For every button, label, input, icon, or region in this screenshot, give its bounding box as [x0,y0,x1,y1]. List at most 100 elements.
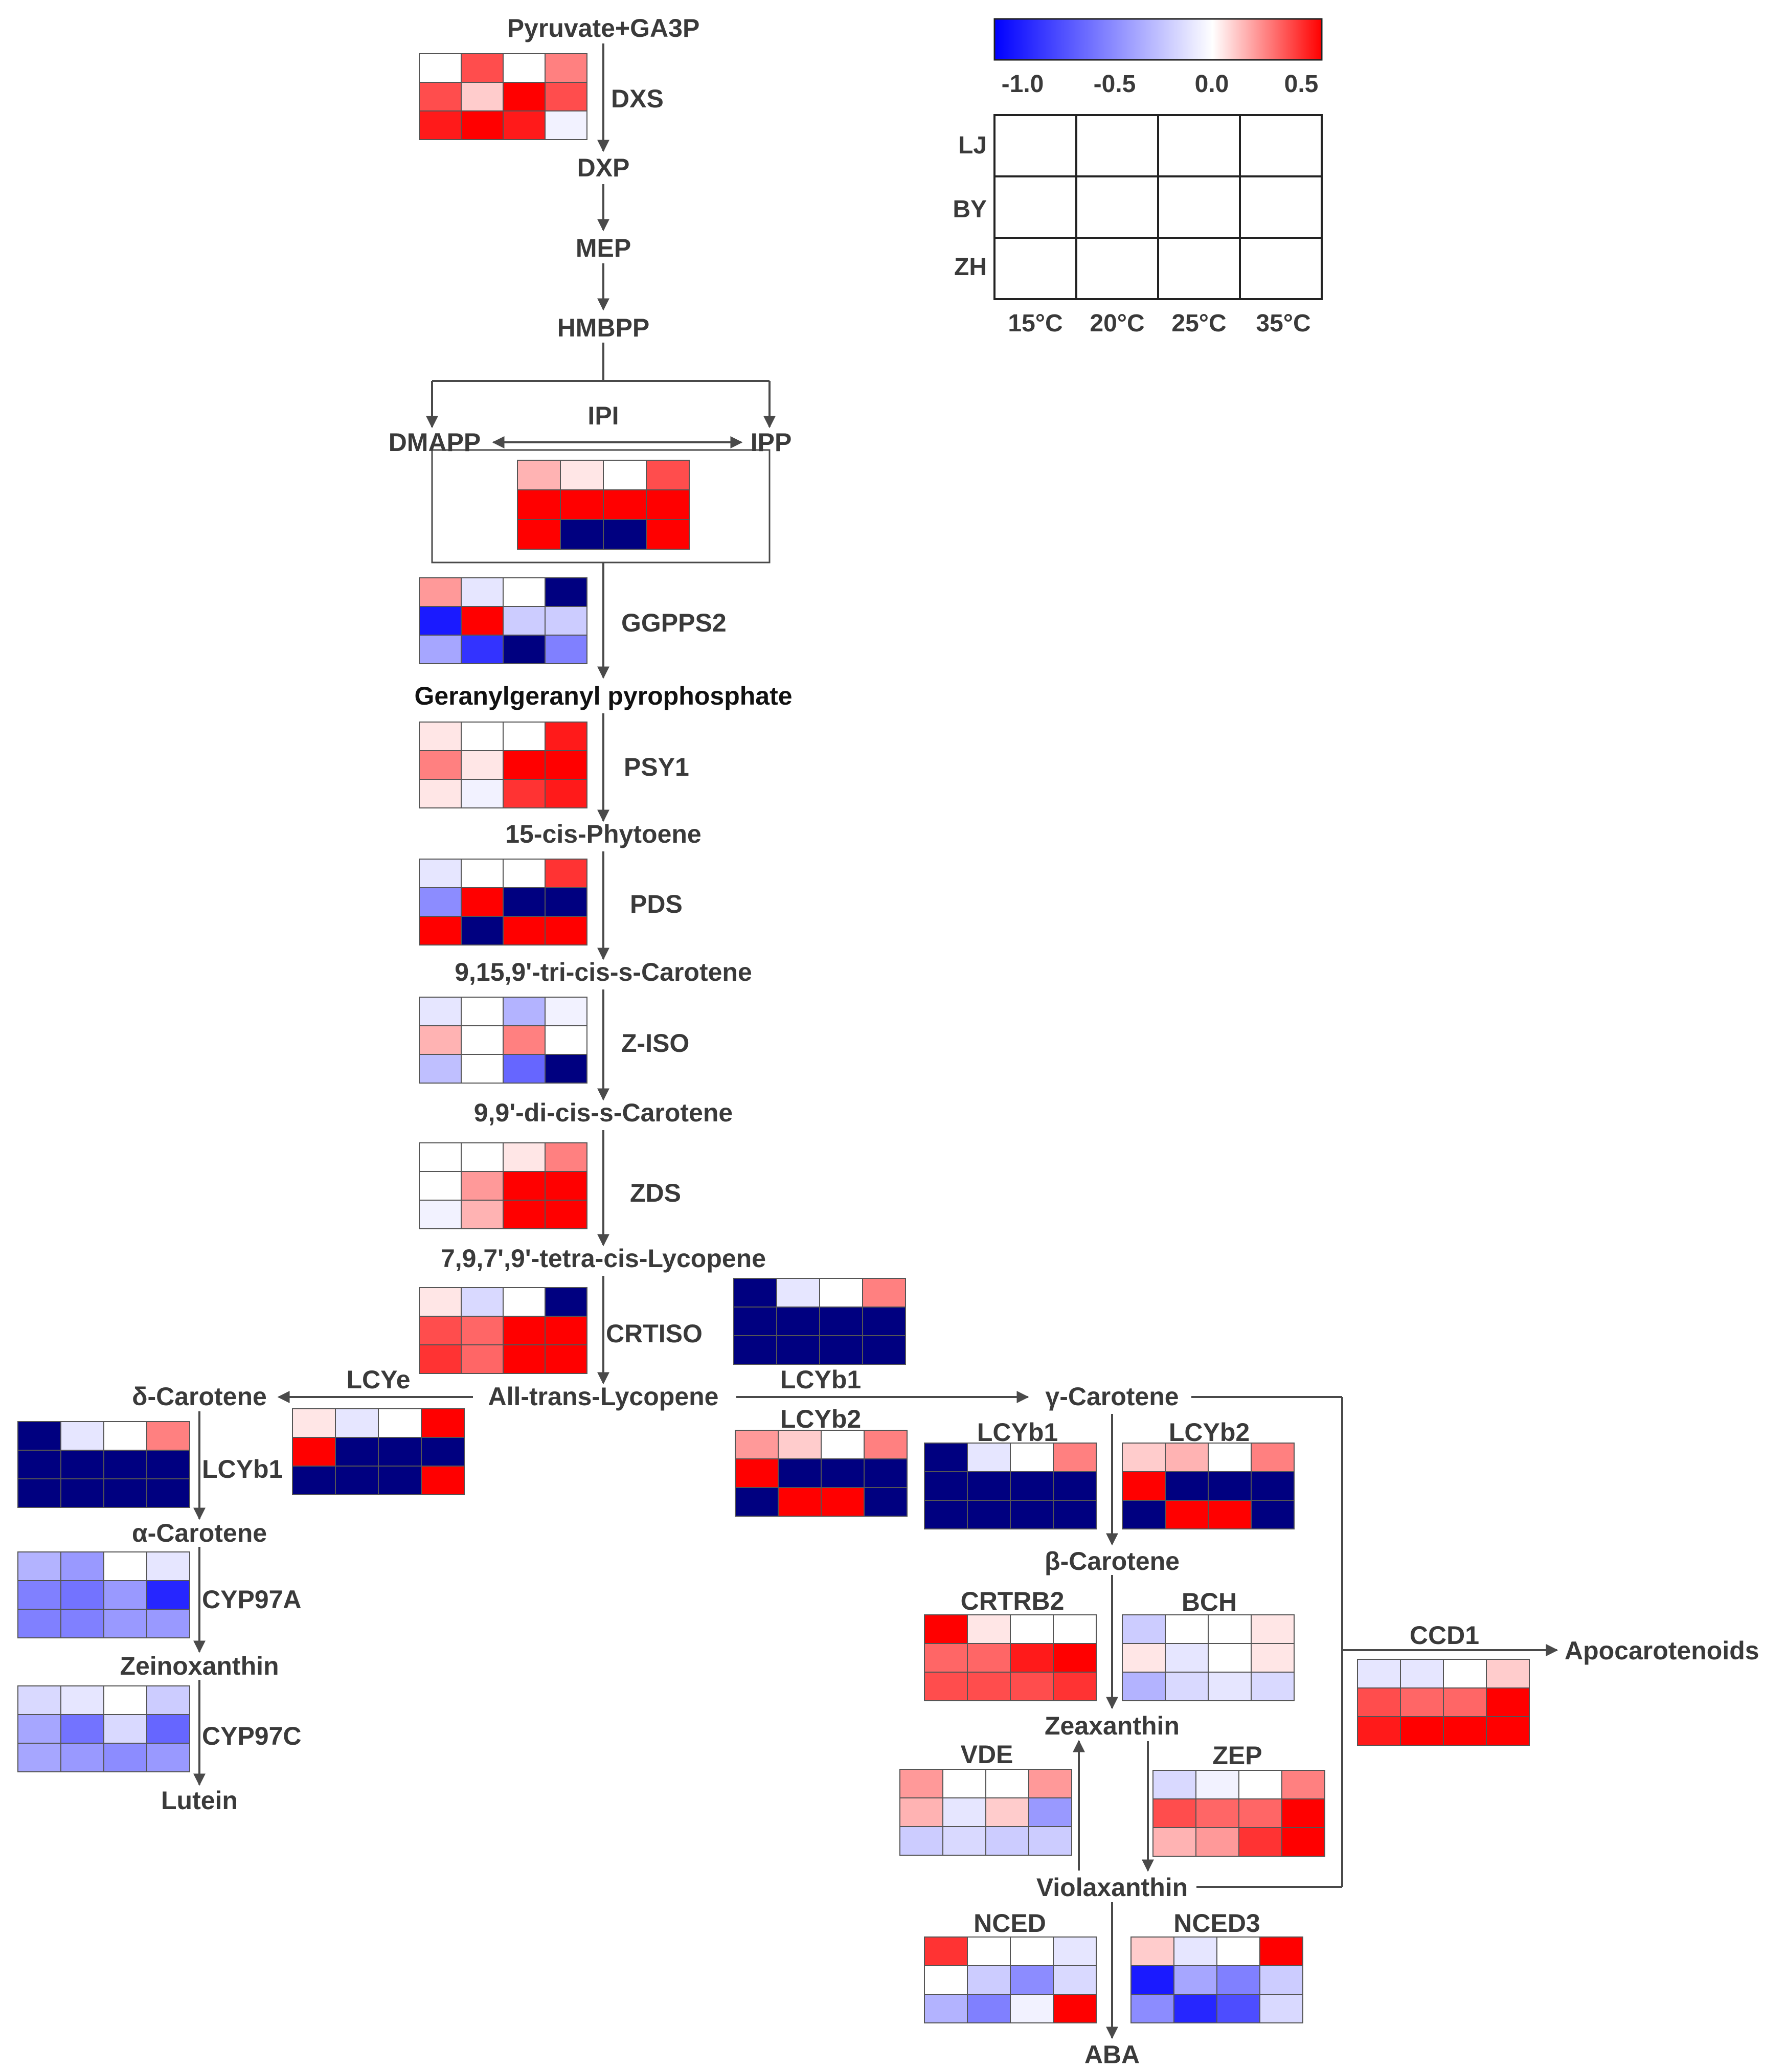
heatmap-cell [503,1142,546,1172]
heatmap-cell [1281,1770,1325,1799]
heatmap-cell [1122,1614,1166,1644]
heatmap-cell [819,1307,863,1336]
heatmap-cell [1238,1827,1282,1857]
heatmap-cell [335,1437,379,1467]
heatmap-cell [985,1769,1029,1798]
heatmap-cell [146,1478,190,1508]
heatmap-cell [924,1443,968,1472]
heatmap-cell [103,1609,147,1638]
heatmap-cell [378,1437,422,1467]
heatmap-cell [103,1580,147,1610]
heatmap-cell [461,1344,504,1374]
heatmap-cell [545,82,587,111]
heatmap-cell [545,997,587,1026]
heatmap-lcyb2-gamma [1122,1443,1295,1529]
heatmap-cell [545,635,587,664]
heatmap-cell [503,635,546,664]
heatmap-cell [419,887,462,917]
heatmap-cell [378,1408,422,1438]
heatmap-cell [292,1437,336,1467]
heatmap-cyp97a [17,1551,190,1638]
node-apocarotenoids: Apocarotenoids [1565,1636,1759,1665]
heatmap-cell [17,1478,61,1508]
heatmap-cell [103,1714,147,1744]
heatmap-cell [1251,1614,1295,1644]
heatmap-cell [924,1614,968,1644]
heatmap-cell [419,779,462,808]
heatmap-cell [545,1025,587,1055]
heatmap-cell [1216,1994,1260,2023]
heatmap-cell [545,1316,587,1345]
heatmap-cell [862,1335,906,1365]
heatmap-cell [146,1421,190,1451]
heatmap-ggpps2 [419,577,587,664]
heatmap-cell [419,859,462,888]
heatmap-cell [103,1685,147,1715]
heatmap-cell [864,1458,908,1488]
node-pyruvate-ga3p: Pyruvate+GA3P [507,14,700,42]
heatmap-cell [545,722,587,751]
heatmap-cell [545,779,587,808]
heatmap-cell [503,859,546,888]
heatmap-cell [1165,1643,1209,1673]
heatmap-cell [146,1685,190,1715]
heatmap-cell [461,606,504,636]
heatmap-cell [1208,1500,1252,1529]
heatmap-cell [545,577,587,607]
enzyme-zep: ZEP [1212,1741,1262,1770]
enzyme-nced3: NCED3 [1173,1909,1260,1938]
heatmap-cell [103,1478,147,1508]
heatmap-lcyb1-delta [17,1421,190,1508]
heatmap-cell [503,722,546,751]
enzyme-bch: BCH [1182,1588,1237,1616]
heatmap-cell [733,1335,777,1365]
heatmap-cell [733,1307,777,1336]
ipi-box [431,449,771,564]
heatmap-cell [419,722,462,751]
node-violaxanthin: Violaxanthin [1036,1873,1188,1902]
heatmap-cell [1195,1827,1239,1857]
heatmap-cell [1053,1500,1097,1529]
heatmap-cell [419,1200,462,1229]
enzyme-nced: NCED [974,1909,1046,1938]
heatmap-cell [776,1278,820,1308]
heatmap-zds [419,1142,587,1229]
heatmap-cell [545,53,587,83]
heatmap-cell [821,1487,865,1517]
heatmap-cell [503,577,546,607]
heatmap-cell [545,606,587,636]
heatmap-cell [17,1743,61,1772]
heatmap-cell [1053,1443,1097,1472]
legend-row-label: LJ [958,132,987,159]
heatmap-cell [461,1316,504,1345]
heatmap-cell [1173,1994,1217,2023]
heatmap-cell [419,82,462,111]
heatmap-cell [1010,1672,1054,1701]
heatmap-lcyb1-lycopene [733,1278,906,1365]
heatmap-cell [1281,1798,1325,1828]
heatmap-cell [545,110,587,140]
heatmap-cell [924,1994,968,2023]
enzyme-pds: PDS [630,890,683,918]
pathway-arrows [193,43,1558,2039]
heatmap-cell [419,1171,462,1201]
heatmap-cell [461,110,504,140]
enzyme-ipi: IPI [587,401,619,430]
legend: -1.0 -0.5 0.0 0.5 LJ BY ZH 15°C 20°C 25°… [953,18,1323,337]
heatmap-cell [1251,1500,1295,1529]
heatmap-cell [735,1487,779,1517]
enzyme-psy1: PSY1 [624,753,689,781]
heatmap-cell [924,1965,968,1995]
heatmap-cell [1122,1443,1166,1472]
heatmap-cell [517,519,561,550]
heatmap-cell [17,1551,61,1581]
heatmap-cell [1486,1716,1530,1746]
heatmap-cell [503,1200,546,1229]
legend-col-label: 20°C [1090,310,1144,337]
heatmap-cell [545,1200,587,1229]
heatmap-z-iso [419,997,587,1084]
heatmap-cell [1152,1770,1196,1799]
node-dxp: DXP [577,153,630,182]
heatmap-cell [545,916,587,945]
